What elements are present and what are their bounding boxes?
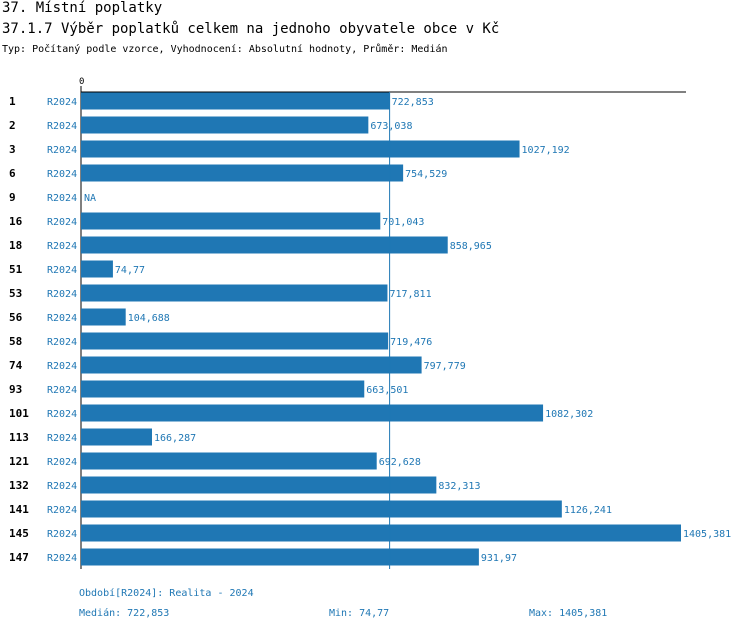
data-label: 832,313 [438, 481, 480, 492]
series-label: R2024 [47, 289, 77, 300]
series-label: R2024 [47, 457, 77, 468]
data-label: 166,287 [154, 433, 196, 444]
category-label: 6 [9, 167, 16, 180]
chart-title: 37. Místní poplatky [2, 0, 163, 16]
bar [81, 284, 388, 302]
bar [81, 236, 448, 254]
category-label: 145 [9, 527, 29, 540]
series-label: R2024 [47, 145, 77, 156]
data-label: 701,043 [382, 217, 424, 228]
data-label: 663,501 [366, 385, 408, 396]
category-label: 93 [9, 383, 22, 396]
bar [81, 428, 152, 446]
series-label: R2024 [47, 433, 77, 444]
category-label: 132 [9, 479, 29, 492]
series-label: R2024 [47, 553, 77, 564]
series-label: R2024 [47, 505, 77, 516]
bar [81, 476, 437, 494]
bar [81, 356, 422, 374]
category-label: 18 [9, 239, 22, 252]
chart-type-line: Typ: Počítaný podle vzorce, Vyhodnocení:… [2, 44, 448, 55]
series-label: R2024 [47, 481, 77, 492]
data-label: 692,628 [379, 457, 421, 468]
bar [81, 140, 520, 158]
series-label: R2024 [47, 409, 77, 420]
chart-subtitle: 37.1.7 Výběr poplatků celkem na jednoho … [2, 21, 500, 37]
series-label: R2024 [47, 529, 77, 540]
data-label: 74,77 [115, 265, 145, 276]
bar [81, 260, 113, 278]
data-label: 1027,192 [522, 145, 570, 156]
bar [81, 212, 381, 230]
bar [81, 380, 365, 398]
data-label: 931,97 [481, 553, 517, 564]
series-label: R2024 [47, 385, 77, 396]
series-label: R2024 [47, 217, 77, 228]
series-label: R2024 [47, 97, 77, 108]
data-label: 717,811 [389, 289, 431, 300]
footer-period: Období[R2024]: Realita - 2024 [79, 588, 254, 599]
series-label: R2024 [47, 361, 77, 372]
x-tick-label: 0 [79, 77, 84, 87]
data-label: 754,529 [405, 169, 447, 180]
data-label: 797,779 [424, 361, 466, 372]
series-label: R2024 [47, 313, 77, 324]
category-label: 74 [9, 359, 23, 372]
category-label: 58 [9, 335, 22, 348]
category-label: 101 [9, 407, 29, 420]
bar [81, 116, 369, 134]
category-label: 51 [9, 263, 23, 276]
footer-max: Max: 1405,381 [529, 608, 608, 619]
series-label: R2024 [47, 337, 77, 348]
data-label: 104,688 [128, 313, 170, 324]
bar [81, 164, 404, 182]
bar [81, 332, 389, 350]
bar [81, 524, 681, 542]
bar [81, 404, 544, 422]
footer-min: Min: 74,77 [329, 608, 390, 619]
category-label: 16 [9, 215, 23, 228]
category-label: 3 [9, 143, 16, 156]
series-label: R2024 [47, 193, 77, 204]
series-label: R2024 [47, 169, 77, 180]
series-label: R2024 [47, 241, 77, 252]
data-label: 719,476 [390, 337, 432, 348]
category-label: 141 [9, 503, 29, 516]
series-label: R2024 [47, 265, 77, 276]
category-label: 113 [9, 431, 29, 444]
category-label: 53 [9, 287, 22, 300]
category-label: 2 [9, 119, 16, 132]
category-label: 121 [9, 455, 29, 468]
bar [81, 452, 377, 470]
category-label: 1 [9, 95, 16, 108]
bar [81, 92, 390, 110]
bar [81, 548, 479, 566]
data-label: 858,965 [450, 241, 492, 252]
data-label: 673,038 [370, 121, 412, 132]
data-label: 1082,302 [545, 409, 593, 420]
data-label: 1126,241 [564, 505, 612, 516]
footer-median: Medián: 722,853 [79, 608, 170, 619]
category-label: 147 [9, 551, 29, 564]
series-label: R2024 [47, 121, 77, 132]
data-label: 722,853 [392, 97, 434, 108]
category-label: 56 [9, 311, 23, 324]
data-label: NA [84, 193, 96, 204]
bar [81, 308, 126, 326]
bar [81, 500, 562, 518]
data-label: 1405,381 [683, 529, 731, 540]
category-label: 9 [9, 191, 16, 204]
